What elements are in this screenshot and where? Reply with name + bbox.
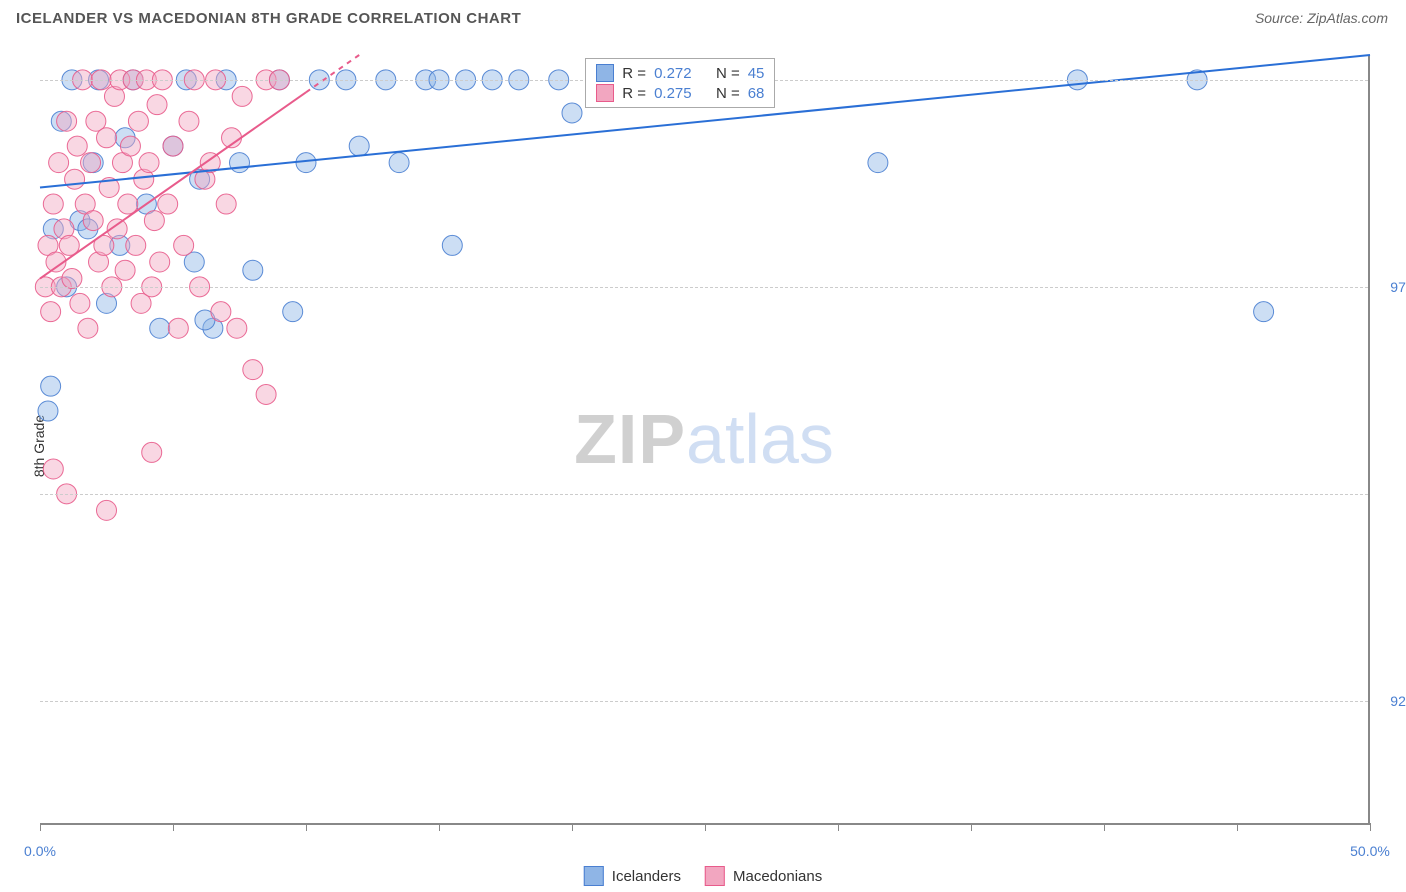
data-point [67,136,87,156]
data-point [227,318,247,338]
data-point [216,194,236,214]
data-point [211,302,231,322]
data-point [115,260,135,280]
data-point [43,194,63,214]
data-point [144,211,164,231]
data-point [256,384,276,404]
gridline [40,287,1368,288]
data-point [150,318,170,338]
data-point [150,252,170,272]
data-point [283,302,303,322]
legend-row: R = 0.272 N = 45 [596,63,764,83]
data-point [97,500,117,520]
data-point [128,111,148,131]
data-point [62,269,82,289]
data-point [243,360,263,380]
gridline [40,701,1368,702]
data-point [49,153,69,173]
data-point [38,401,58,421]
legend-item: Macedonians [705,866,822,886]
data-point [868,153,888,173]
data-point [1254,302,1274,322]
data-point [147,95,167,115]
x-tick [838,823,839,831]
data-point [70,293,90,313]
data-point [120,136,140,156]
data-point [232,86,252,106]
x-tick [705,823,706,831]
x-tick-label: 0.0% [24,843,56,859]
x-tick [1370,823,1371,831]
data-point [126,235,146,255]
x-tick [1104,823,1105,831]
legend-swatch [596,64,614,82]
data-point [179,111,199,131]
x-tick-label: 50.0% [1350,843,1390,859]
data-point [168,318,188,338]
data-point [243,260,263,280]
data-point [163,136,183,156]
legend-bottom: Icelanders Macedonians [584,866,822,886]
data-point [41,302,61,322]
x-tick [40,823,41,831]
legend-swatch [705,866,725,886]
data-point [43,459,63,479]
data-point [174,235,194,255]
data-point [562,103,582,123]
scatter-plot-area: ZIPatlas 92.5%97.5%R = 0.272 N = 45R = 0… [40,55,1370,825]
x-tick [439,823,440,831]
stats-legend: R = 0.272 N = 45R = 0.275 N = 68 [585,58,775,108]
x-tick [173,823,174,831]
data-point [158,194,178,214]
gridline [40,494,1368,495]
data-point [142,442,162,462]
data-point [349,136,369,156]
data-point [57,111,77,131]
legend-item: Icelanders [584,866,681,886]
data-point [83,211,103,231]
x-tick [572,823,573,831]
y-tick-label: 97.5% [1375,279,1406,295]
data-point [41,376,61,396]
legend-swatch [584,866,604,886]
data-point [81,153,101,173]
data-point [78,318,98,338]
data-point [442,235,462,255]
data-point [65,169,85,189]
data-point [97,128,117,148]
chart-svg [40,55,1368,823]
source-label: Source: ZipAtlas.com [1255,10,1388,26]
data-point [139,153,159,173]
legend-swatch [596,84,614,102]
y-tick-label: 92.5% [1375,693,1406,709]
x-tick [1237,823,1238,831]
data-point [230,153,250,173]
x-tick [306,823,307,831]
chart-title: ICELANDER VS MACEDONIAN 8TH GRADE CORREL… [16,10,521,27]
data-point [389,153,409,173]
legend-row: R = 0.275 N = 68 [596,83,764,103]
x-tick [971,823,972,831]
